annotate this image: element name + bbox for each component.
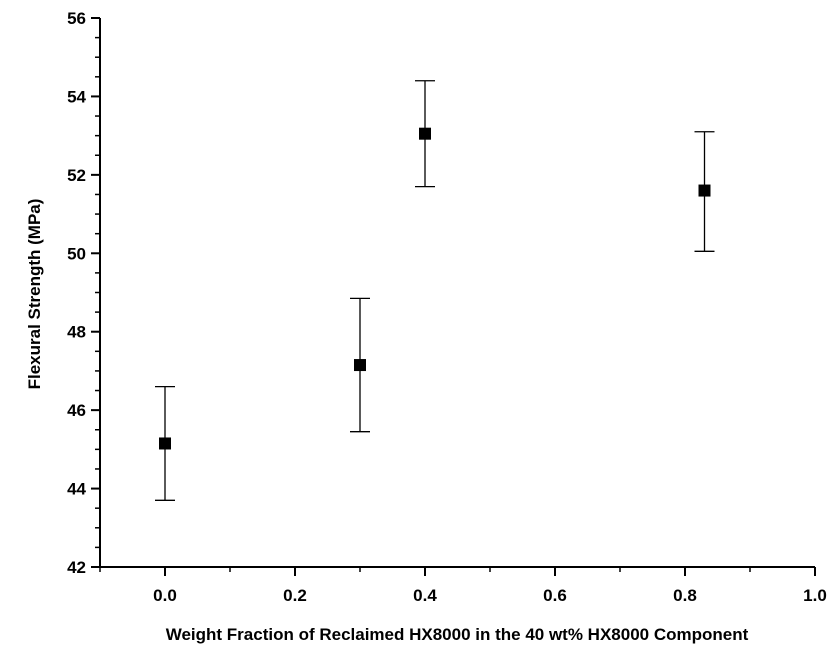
y-tick-label: 56 — [67, 9, 86, 28]
y-tick-label: 48 — [67, 323, 86, 342]
data-point — [419, 127, 431, 140]
y-axis-label: Flexural Strength (MPa) — [25, 199, 44, 390]
x-tick-label: 0.8 — [673, 586, 697, 605]
x-tick-label: 0.2 — [283, 586, 307, 605]
data-point — [354, 359, 366, 372]
axes: 0.0 0.2 0.4 0.6 0.8 1.0 42 44 46 48 50 52 54 56 — [67, 9, 827, 605]
data-point — [698, 184, 711, 197]
data-marks — [155, 80, 715, 501]
y-tick-label: 54 — [67, 87, 86, 106]
x-tick-label: 0.0 — [153, 586, 177, 605]
y-tick-label: 46 — [67, 401, 86, 420]
x-tick-label: 1.0 — [803, 586, 827, 605]
y-tick-label: 44 — [67, 480, 86, 499]
x-tick-label: 0.6 — [543, 586, 567, 605]
y-tick-label: 42 — [67, 558, 86, 577]
y-tick-label: 50 — [67, 244, 86, 263]
x-tick-label: 0.4 — [413, 586, 437, 605]
data-point — [159, 437, 171, 450]
y-tick-label: 52 — [67, 166, 86, 185]
x-axis-label: Weight Fraction of Reclaimed HX8000 in t… — [166, 625, 749, 644]
